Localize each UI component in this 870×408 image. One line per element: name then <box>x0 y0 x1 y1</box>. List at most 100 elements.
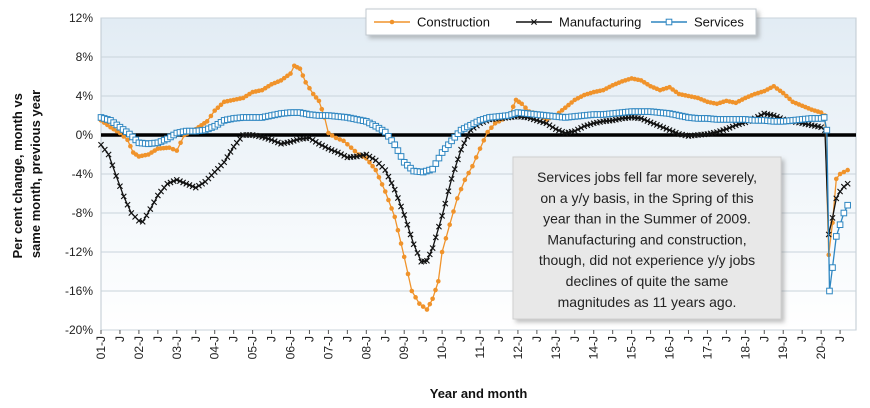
manufacturing-point <box>394 195 401 202</box>
manufacturing-point <box>451 166 458 173</box>
construction-point <box>451 209 456 214</box>
construction-point <box>212 108 218 113</box>
manufacturing-point <box>574 126 581 133</box>
y-tick-label: 12% <box>69 11 93 25</box>
construction-point <box>784 93 789 99</box>
manufacturing-point <box>116 183 123 190</box>
manufacturing-point <box>770 112 777 119</box>
y-tick-label: -12% <box>65 245 93 259</box>
x-tick-label: 02-J <box>132 336 146 359</box>
manufacturing-point <box>139 218 146 225</box>
manufacturing-point <box>143 212 150 219</box>
x-tick-label: J <box>833 336 847 342</box>
x-tick-label: J <box>681 336 695 342</box>
construction-point <box>319 106 325 112</box>
manufacturing-point <box>306 134 313 141</box>
x-tick-label: J <box>644 336 658 342</box>
x-tick-label: 12-J <box>511 336 525 359</box>
construction-point <box>673 89 679 95</box>
y-tick-label: 0% <box>76 128 94 142</box>
manufacturing-point <box>410 241 417 248</box>
x-tick-label: J <box>606 336 620 342</box>
manufacturing-point <box>549 124 556 131</box>
manufacturing-point <box>833 195 840 202</box>
x-tick-label: J <box>227 336 241 342</box>
construction-point <box>348 145 354 150</box>
x-tick-label: J <box>416 336 430 342</box>
y-axis-title-line-2: same month, previous year <box>28 90 43 258</box>
construction-point <box>470 163 475 169</box>
x-tick-label: 17-J <box>700 336 714 359</box>
manufacturing-point <box>227 148 234 155</box>
manufacturing-point <box>113 172 120 179</box>
manufacturing-point <box>388 180 395 187</box>
x-tick-label: 18-J <box>738 336 752 359</box>
manufacturing-point <box>195 182 202 189</box>
construction-point <box>337 137 343 142</box>
construction-point <box>833 176 839 182</box>
construction-point <box>774 86 780 91</box>
construction-point <box>569 100 574 105</box>
construction-point <box>667 84 672 90</box>
construction-point <box>310 91 316 97</box>
construction-point <box>837 171 843 177</box>
construction-point <box>841 169 847 175</box>
x-tick-label: 03-J <box>170 336 184 359</box>
y-tick-label: -8% <box>72 206 94 220</box>
manufacturing-point <box>426 251 433 258</box>
manufacturing-point <box>221 159 228 166</box>
construction-point <box>401 254 407 260</box>
construction-point <box>281 75 287 81</box>
manufacturing-point <box>391 186 398 193</box>
manufacturing-point <box>543 120 550 127</box>
manufacturing-point <box>369 155 376 162</box>
manufacturing-point <box>312 138 319 145</box>
manufacturing-point <box>445 188 452 195</box>
manufacturing-point <box>729 123 736 130</box>
construction-point <box>307 85 312 91</box>
construction-point <box>519 101 525 107</box>
construction-point <box>288 71 293 76</box>
construction-point <box>174 148 180 153</box>
x-tick-label: J <box>151 336 165 342</box>
construction-point <box>376 174 382 180</box>
x-tick-label: 14-J <box>587 336 601 359</box>
legend-label-services: Services <box>694 15 744 30</box>
manufacturing-point <box>432 234 439 241</box>
x-tick-label: J <box>492 336 506 342</box>
construction-point <box>413 295 418 300</box>
services-point <box>823 126 831 134</box>
construction-point <box>466 170 471 176</box>
manufacturing-point <box>173 176 180 183</box>
manufacturing-point <box>663 125 670 132</box>
construction-point <box>818 110 824 115</box>
manufacturing-point <box>224 154 231 161</box>
x-tick-label: J <box>302 336 316 342</box>
x-tick-label: 04-J <box>208 336 222 359</box>
manufacturing-point <box>151 199 158 206</box>
y-axis-title: Per cent change, month vs same month, pr… <box>10 89 43 258</box>
manufacturing-point <box>309 136 316 143</box>
construction-point <box>780 90 786 96</box>
construction-point <box>409 288 415 294</box>
construction-point <box>443 236 449 241</box>
construction-point <box>204 119 210 124</box>
construction-point <box>170 146 176 152</box>
construction-point <box>121 134 127 139</box>
construction-point <box>566 102 571 108</box>
x-tick-label: J <box>530 336 544 342</box>
construction-point <box>405 271 411 277</box>
services-point <box>820 114 828 121</box>
y-tick-label: -20% <box>65 323 93 337</box>
manufacturing-point <box>186 182 193 189</box>
construction-point <box>523 105 528 110</box>
construction-point <box>395 227 401 233</box>
y-tick-label: -16% <box>65 284 93 298</box>
manufacturing-point <box>448 175 455 182</box>
construction-point <box>845 167 850 173</box>
manufacturing-point <box>109 162 116 169</box>
services-point <box>832 233 840 240</box>
construction-point <box>215 105 221 110</box>
legend-item-manufacturing: Manufacturing <box>516 15 641 30</box>
construction-point <box>562 105 568 110</box>
